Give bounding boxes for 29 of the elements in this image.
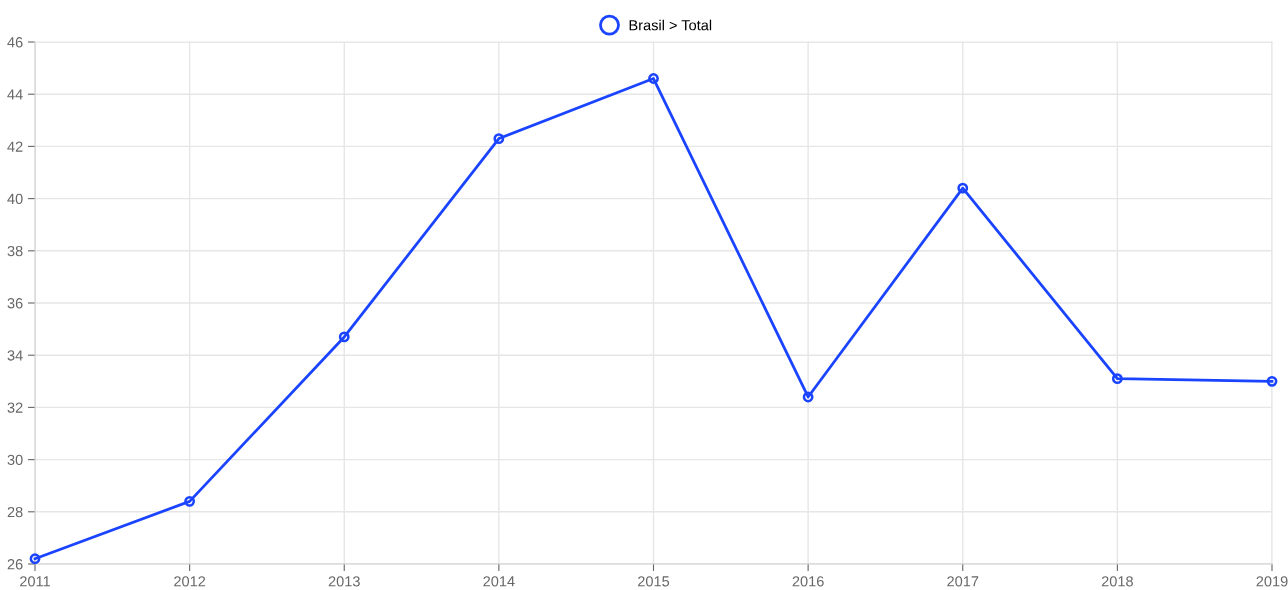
x-tick-label: 2016 bbox=[792, 576, 824, 587]
point bbox=[957, 182, 969, 194]
y-tick-label: 42 bbox=[7, 141, 23, 152]
y-tick-label: 40 bbox=[7, 193, 23, 205]
point bbox=[1266, 375, 1278, 387]
y-tick-label: 36 bbox=[7, 298, 23, 309]
point bbox=[493, 133, 505, 144]
x-tick-label: 2019 bbox=[1256, 576, 1288, 587]
x-tick-label: 2011 bbox=[20, 576, 50, 587]
point bbox=[648, 73, 659, 84]
x-tick-label: 2012 bbox=[174, 576, 206, 587]
legend-label: Brasil > Total bbox=[629, 19, 712, 31]
x-tick-label: 2014 bbox=[483, 576, 515, 587]
y-tick-label: 34 bbox=[7, 350, 23, 361]
y-tick-label: 30 bbox=[7, 454, 23, 466]
y-tick-label: 38 bbox=[7, 245, 23, 257]
y-tick-label: 44 bbox=[7, 89, 23, 100]
point bbox=[184, 495, 196, 507]
point bbox=[338, 331, 350, 343]
point bbox=[1111, 373, 1123, 385]
x-tick-label: 2018 bbox=[1101, 576, 1133, 587]
point bbox=[802, 391, 814, 403]
x-tick-label: 2017 bbox=[947, 576, 979, 587]
y-tick-label: 26 bbox=[7, 559, 23, 570]
y-tick-label: 32 bbox=[7, 402, 23, 413]
x-tick-label: 2013 bbox=[328, 576, 360, 587]
y-tick-label: 46 bbox=[7, 37, 23, 48]
x-tick-label: 2015 bbox=[638, 576, 670, 587]
y-tick-label: 28 bbox=[7, 506, 23, 518]
